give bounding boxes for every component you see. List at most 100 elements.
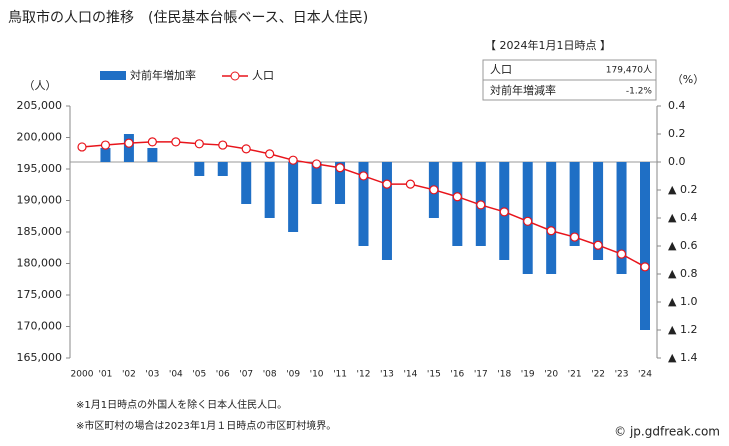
y-tick-label: 200,000 (17, 131, 63, 144)
y2-tick-label: 0.0 (668, 155, 686, 168)
point (124, 138, 134, 148)
y2-tick-label: ▲ 0.8 (668, 267, 697, 280)
x-tick-label: '20 (544, 370, 558, 380)
y-axis-label: （人） (24, 79, 57, 92)
watermark: © jp.gdfreak.com (614, 425, 720, 439)
bar (640, 162, 650, 330)
bar (241, 162, 252, 204)
bar (569, 162, 580, 246)
point (499, 207, 509, 217)
point (77, 142, 87, 152)
point (194, 139, 204, 149)
footnote: ※市区町村の場合は2023年1月１日時点の市区町村境界。 (76, 419, 336, 432)
x-tick-label: '05 (192, 370, 206, 380)
point (265, 149, 275, 159)
point (476, 200, 486, 210)
point (288, 155, 298, 165)
legend-swatch (230, 71, 240, 81)
y-tick-label: 170,000 (17, 320, 63, 333)
x-tick-label: '04 (169, 370, 183, 380)
bar (217, 162, 228, 176)
x-tick-label: '08 (263, 370, 277, 380)
bar (593, 162, 604, 260)
y-tick-label: 190,000 (17, 194, 63, 207)
x-tick-label: '24 (638, 370, 652, 380)
x-tick-label: '23 (615, 370, 629, 380)
point (382, 179, 392, 189)
y2-axis-label: （%） (672, 73, 704, 86)
info-value: -1.2% (626, 87, 653, 97)
x-tick-label: '02 (122, 370, 136, 380)
point (147, 137, 157, 147)
y2-tick-label: 0.2 (668, 127, 686, 140)
y2-tick-label: ▲ 0.6 (668, 239, 697, 252)
point (429, 185, 439, 195)
legend-swatch (100, 71, 126, 80)
chart-title: 鳥取市の人口の推移 (住民基本台帳ベース、日本人住民) (8, 9, 368, 26)
bar (194, 162, 205, 176)
y-tick-label: 185,000 (17, 225, 63, 238)
point (171, 137, 181, 147)
bar (123, 134, 134, 162)
y-tick-label: 195,000 (17, 162, 63, 175)
point (523, 216, 533, 226)
y2-tick-label: 0.4 (668, 99, 686, 112)
x-tick-label: '09 (286, 370, 300, 380)
info-value: 179,470人 (606, 65, 652, 76)
bar (311, 162, 322, 204)
point (616, 249, 627, 259)
point (358, 171, 369, 181)
y2-tick-label: ▲ 1.2 (668, 323, 697, 336)
point (546, 226, 556, 236)
x-tick-label: '15 (427, 370, 441, 380)
x-tick-label: '14 (403, 370, 417, 380)
y2-tick-label: ▲ 0.2 (668, 183, 697, 196)
x-tick-label: '03 (145, 370, 159, 380)
bar (264, 162, 275, 218)
bar (288, 162, 299, 232)
x-tick-label: '10 (310, 370, 324, 380)
y-tick-label: 205,000 (17, 99, 63, 112)
point (452, 192, 462, 202)
x-tick-label: '19 (521, 370, 535, 380)
x-tick-label: '17 (474, 370, 488, 380)
bar (381, 162, 392, 260)
y-tick-label: 165,000 (17, 351, 63, 364)
x-tick-label: 2000 (71, 370, 94, 380)
legend-label: 人口 (252, 69, 274, 82)
x-tick-label: '18 (497, 370, 511, 380)
bar (335, 162, 346, 204)
point (241, 144, 251, 154)
x-tick-label: '07 (239, 370, 253, 380)
legend-label: 対前年増加率 (130, 68, 196, 82)
bar (452, 162, 463, 246)
x-tick-label: '11 (333, 370, 347, 380)
y2-tick-label: ▲ 1.0 (668, 295, 697, 308)
y2-tick-label: ▲ 1.4 (668, 351, 697, 364)
bar (616, 162, 627, 274)
point (405, 179, 416, 189)
point (311, 159, 322, 169)
x-tick-label: '16 (450, 370, 464, 380)
bar (147, 148, 158, 162)
point (100, 140, 111, 150)
point (335, 163, 345, 173)
y-tick-label: 180,000 (17, 257, 63, 270)
point (218, 140, 228, 150)
point (640, 262, 650, 272)
x-tick-label: '12 (357, 370, 371, 380)
x-tick-label: '01 (98, 370, 112, 380)
x-tick-label: '06 (216, 370, 230, 380)
bar (358, 162, 369, 246)
x-tick-label: '21 (568, 370, 582, 380)
x-tick-label: '22 (591, 370, 605, 380)
bar (100, 148, 111, 162)
y-tick-label: 175,000 (17, 288, 63, 301)
bar (546, 162, 557, 274)
point (593, 240, 603, 250)
info-label: 人口 (490, 63, 512, 76)
footnote: ※1月1日時点の外国人を除く日本人住民人口。 (76, 398, 287, 411)
info-label: 対前年増減率 (490, 83, 556, 97)
info-title: 【 2024年1月1日時点 】 (485, 38, 611, 52)
